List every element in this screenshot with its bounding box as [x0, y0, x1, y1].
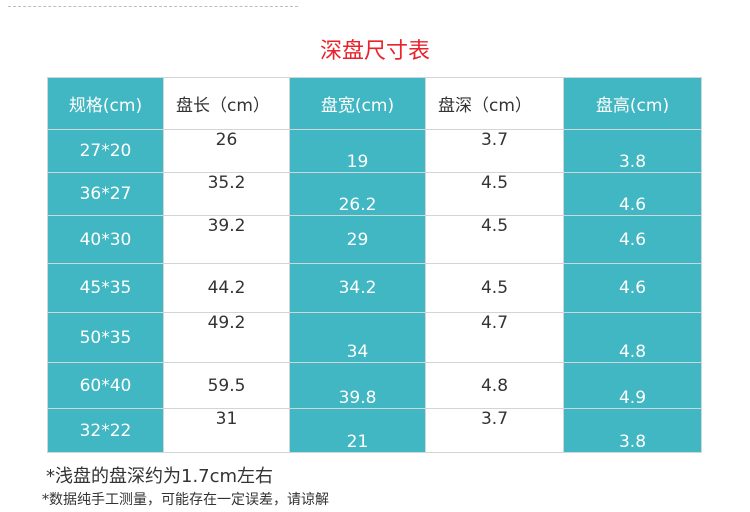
table-row: 50*35 49.2 34 4.7 4.8: [47, 312, 702, 363]
table-row: 45*35 44.2 34.2 4.5 4.6: [47, 263, 702, 313]
cell-depth: 3.7: [425, 129, 564, 173]
cell-height: 4.6: [563, 172, 702, 216]
header-length: 盘长（cm）: [163, 77, 290, 130]
cell-spec: 36*27: [47, 172, 164, 216]
table-row: 40*30 39.2 29 4.5 4.6: [47, 215, 702, 264]
shallow-tray-note: *浅盘的盘深约为1.7cm左右: [46, 466, 274, 487]
cell-length: 44.2: [163, 263, 290, 313]
header-depth: 盘深（cm）: [425, 77, 564, 130]
cell-width: 21: [289, 408, 426, 453]
cell-width: 34: [289, 312, 426, 363]
table-row: 60*40 59.5 39.8 4.8 4.9: [47, 362, 702, 409]
cell-length: 35.2: [163, 172, 290, 216]
cell-length: 26: [163, 129, 290, 173]
cell-height: 4.6: [563, 263, 702, 313]
cell-width: 29: [289, 215, 426, 264]
top-dashed-divider: [8, 6, 298, 7]
cell-height: 4.8: [563, 312, 702, 363]
measurement-disclaimer: *数据纯手工测量，可能存在一定误差，请谅解: [42, 492, 329, 508]
table-row: 32*22 31 21 3.7 3.8: [47, 408, 702, 453]
cell-width: 26.2: [289, 172, 426, 216]
cell-depth: 4.5: [425, 172, 564, 216]
cell-depth: 3.7: [425, 408, 564, 453]
table-row: 27*20 26 19 3.7 3.8: [47, 129, 702, 173]
cell-height: 4.6: [563, 215, 702, 264]
cell-length: 59.5: [163, 362, 290, 409]
cell-width: 39.8: [289, 362, 426, 409]
page-title: 深盘尺寸表: [319, 39, 430, 64]
cell-spec: 45*35: [47, 263, 164, 313]
cell-spec: 40*30: [47, 215, 164, 264]
cell-spec: 60*40: [47, 362, 164, 409]
header-width: 盘宽(cm): [289, 77, 426, 130]
cell-width: 19: [289, 129, 426, 173]
cell-height: 3.8: [563, 129, 702, 173]
cell-height: 3.8: [563, 408, 702, 453]
cell-height: 4.9: [563, 362, 702, 409]
table-row: 36*27 35.2 26.2 4.5 4.6: [47, 172, 702, 216]
cell-spec: 27*20: [47, 129, 164, 173]
cell-depth: 4.7: [425, 312, 564, 363]
cell-length: 31: [163, 408, 290, 453]
header-height: 盘高(cm): [563, 77, 702, 130]
cell-length: 39.2: [163, 215, 290, 264]
table-header-row: 规格(cm) 盘长（cm） 盘宽(cm) 盘深（cm） 盘高(cm): [47, 77, 702, 130]
cell-width: 34.2: [289, 263, 426, 313]
cell-depth: 4.8: [425, 362, 564, 409]
cell-spec: 32*22: [47, 408, 164, 453]
cell-depth: 4.5: [425, 263, 564, 313]
header-spec: 规格(cm): [47, 77, 164, 130]
cell-spec: 50*35: [47, 312, 164, 363]
cell-length: 49.2: [163, 312, 290, 363]
size-table: 规格(cm) 盘长（cm） 盘宽(cm) 盘深（cm） 盘高(cm) 27*20…: [47, 77, 702, 453]
cell-depth: 4.5: [425, 215, 564, 264]
